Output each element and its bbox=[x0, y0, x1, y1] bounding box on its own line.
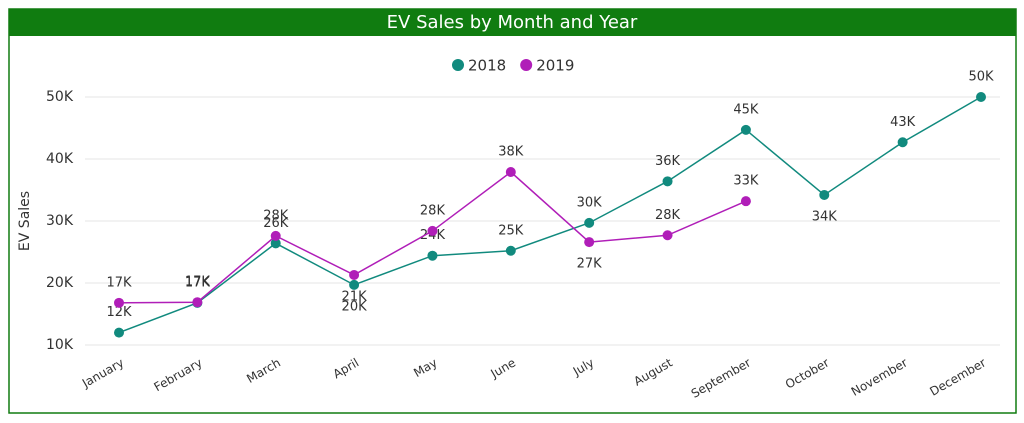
data-point bbox=[819, 189, 830, 200]
data-point bbox=[740, 196, 751, 207]
data-label: 27K bbox=[577, 257, 603, 272]
data-label: 21K bbox=[342, 289, 368, 304]
data-label: 25K bbox=[498, 223, 524, 238]
data-label: 50K bbox=[968, 70, 994, 85]
data-point bbox=[662, 230, 673, 241]
y-tick-label: 30K bbox=[46, 213, 74, 229]
data-point bbox=[505, 167, 516, 178]
data-label: 26K bbox=[263, 216, 289, 231]
legend-marker bbox=[452, 59, 464, 71]
data-point bbox=[427, 250, 438, 261]
data-point bbox=[505, 245, 516, 256]
data-label: 45K bbox=[733, 102, 759, 117]
data-label: 28K bbox=[420, 203, 446, 218]
y-tick-label: 20K bbox=[46, 275, 74, 291]
data-label: 34K bbox=[812, 209, 838, 224]
data-point bbox=[662, 176, 673, 187]
data-point bbox=[114, 297, 124, 308]
data-label: 20K bbox=[342, 299, 368, 314]
data-label: 30K bbox=[577, 195, 603, 210]
data-label: 12K bbox=[106, 305, 132, 320]
data-point bbox=[270, 238, 281, 249]
y-tick-label: 50K bbox=[46, 89, 74, 105]
data-point bbox=[976, 92, 986, 102]
data-label: 17K bbox=[106, 275, 132, 290]
data-point bbox=[349, 279, 360, 290]
y-axis-label: EV Sales bbox=[17, 191, 33, 251]
legend-label: 2018 bbox=[468, 57, 506, 75]
data-label: 38K bbox=[498, 145, 524, 160]
data-label: 17K bbox=[185, 275, 211, 290]
data-point bbox=[270, 230, 281, 241]
data-point bbox=[349, 269, 360, 280]
data-label: 17K bbox=[185, 275, 211, 290]
data-point bbox=[192, 297, 203, 308]
data-label: 28K bbox=[655, 208, 681, 223]
data-label: 43K bbox=[890, 115, 916, 130]
data-point bbox=[427, 225, 438, 236]
data-label: 33K bbox=[733, 174, 759, 189]
title-bar bbox=[9, 9, 1016, 36]
data-label: 36K bbox=[655, 154, 681, 169]
chart-title: EV Sales by Month and Year bbox=[387, 12, 638, 33]
data-point bbox=[897, 137, 908, 148]
data-point bbox=[114, 327, 124, 338]
legend-label: 2019 bbox=[536, 57, 574, 75]
legend-marker bbox=[520, 59, 533, 71]
y-tick-label: 10K bbox=[46, 337, 74, 353]
series-line bbox=[118, 96, 982, 334]
y-tick-label: 40K bbox=[46, 151, 74, 167]
data-point bbox=[584, 237, 595, 248]
frame bbox=[8, 8, 1017, 414]
data-point bbox=[584, 217, 595, 228]
data-label: 28K bbox=[263, 208, 289, 223]
data-point bbox=[740, 124, 751, 135]
